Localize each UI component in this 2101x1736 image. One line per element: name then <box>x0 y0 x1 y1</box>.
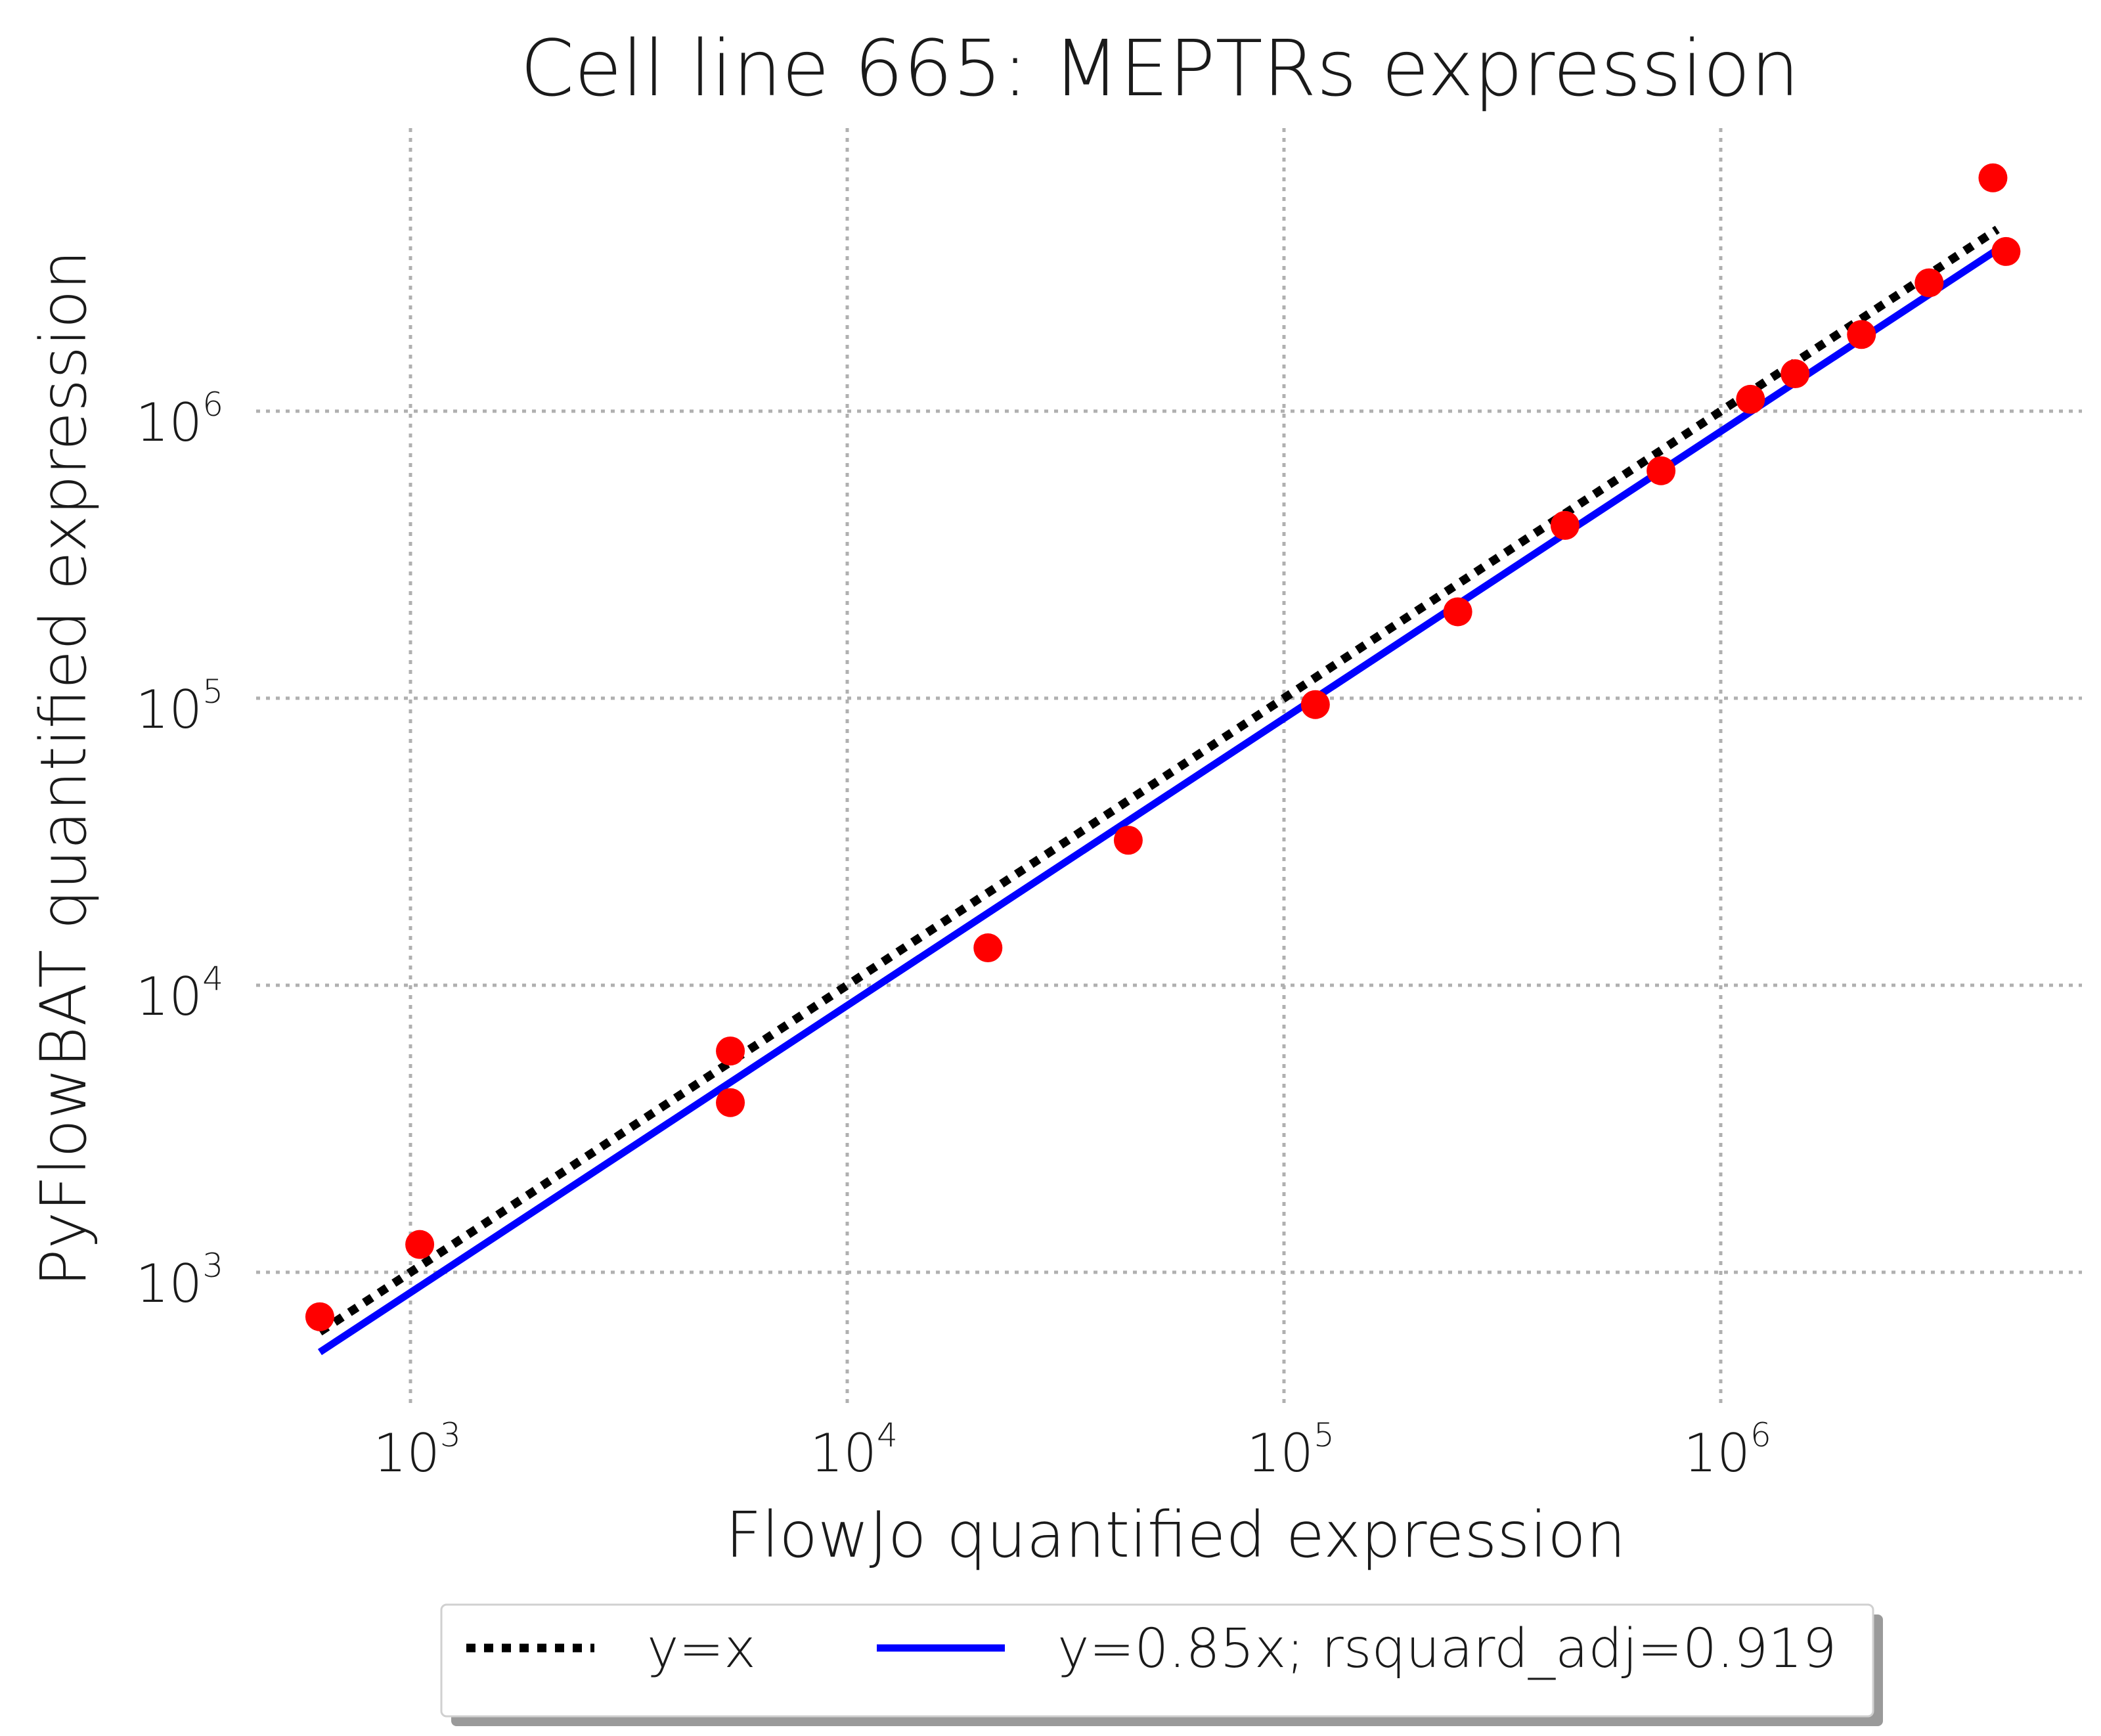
data-point <box>1847 320 1876 349</box>
data-point <box>716 1036 745 1066</box>
data-point <box>1443 597 1472 627</box>
y-tick-label: 103 <box>135 1247 223 1314</box>
y-tick-label: 105 <box>135 673 223 740</box>
x-tick-label-base: 10 <box>373 1423 440 1484</box>
x-tick-label-exponent: 5 <box>1314 1416 1335 1454</box>
y-tick-label-exponent: 4 <box>202 960 223 998</box>
data-point <box>1978 163 2008 192</box>
legend: y=x y=0.85x; rsquard_adj=0.919 <box>440 1603 1883 1726</box>
x-tick-label-base: 10 <box>1247 1423 1314 1484</box>
data-point <box>1991 236 2021 266</box>
x-tick-label-base: 10 <box>1683 1423 1750 1484</box>
legend-box <box>440 1603 1874 1718</box>
grid-lines <box>256 128 2082 1406</box>
x-tick-label-exponent: 6 <box>1750 1416 1771 1454</box>
y-tick-label-base: 10 <box>135 392 202 453</box>
y-tick-label-base: 10 <box>135 1253 202 1314</box>
chart-title: Cell line 665: MEPTRs expression <box>520 23 1800 114</box>
x-tick-label-exponent: 4 <box>877 1416 898 1454</box>
data-point <box>1736 384 1765 414</box>
y-tick-label-base: 10 <box>135 966 202 1027</box>
y-axis-label: PyFlowBAT quantified expression <box>27 250 100 1287</box>
x-tick-label-base: 10 <box>810 1423 877 1484</box>
data-point <box>1113 826 1143 855</box>
x-axis-label: FlowJo quantified expression <box>725 1498 1626 1572</box>
data-point <box>716 1088 745 1117</box>
x-tick-label: 103 <box>373 1416 461 1484</box>
data-point <box>405 1230 435 1259</box>
legend-label-identity: y=x <box>647 1618 756 1680</box>
x-tick-label: 106 <box>1683 1416 1771 1484</box>
data-point <box>1914 268 1944 298</box>
x-tick-label: 104 <box>810 1416 898 1484</box>
y-tick-label-exponent: 3 <box>202 1247 223 1285</box>
data-point <box>305 1302 334 1331</box>
y-tick-label-base: 10 <box>135 679 202 740</box>
y-tick-label: 106 <box>135 386 223 453</box>
y-tick-label-exponent: 5 <box>202 673 223 711</box>
legend-label-fit: y=0.85x; rsquard_adj=0.919 <box>1057 1618 1837 1680</box>
data-point <box>1550 510 1580 540</box>
y-tick-label: 104 <box>135 960 223 1027</box>
y-tick-label-exponent: 6 <box>202 386 223 424</box>
data-point <box>1647 456 1676 485</box>
fit-line <box>317 240 2008 1356</box>
x-tick-label-exponent: 3 <box>440 1416 461 1454</box>
data-point <box>1780 359 1810 389</box>
data-point <box>973 933 1003 963</box>
scatter-points <box>305 163 2021 1331</box>
series-lines <box>317 225 2008 1356</box>
identity-line <box>317 225 2000 1336</box>
x-tick-label: 105 <box>1247 1416 1335 1484</box>
x-axis-ticks: 103 104 105 106 <box>373 1416 1771 1484</box>
data-point <box>1300 690 1330 719</box>
